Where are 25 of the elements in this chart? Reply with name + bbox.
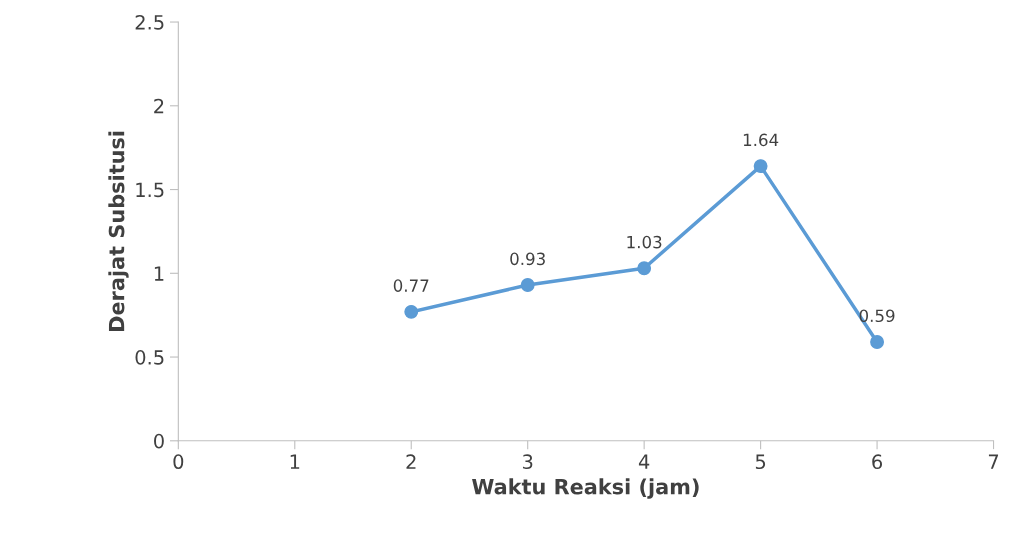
- data-label: 0.77: [393, 279, 429, 292]
- point: [404, 304, 419, 319]
- y-tick-label: 2.5: [135, 15, 164, 30]
- x-tick-label: 2: [406, 454, 416, 469]
- data-label: 1.03: [627, 235, 662, 249]
- x-tick-label: 0: [173, 454, 184, 470]
- y-tick-label: 1.5: [136, 182, 164, 198]
- x-tick-label: 3: [522, 454, 533, 470]
- x-tick-label: 6: [872, 454, 883, 470]
- data-label: 0.93: [510, 252, 545, 266]
- y-tick-label: 1: [154, 266, 164, 281]
- y-tick-label: 0: [154, 433, 164, 449]
- point: [870, 335, 885, 349]
- x-axis-title: Waktu Reaksi (jam): [472, 478, 699, 499]
- y-axis-title: Derajat Subsitusi: [108, 131, 129, 331]
- x-tick-label: 4: [638, 454, 650, 469]
- y-tick-label: 2: [154, 98, 164, 114]
- y-tick-label: 0.5: [135, 350, 164, 365]
- point: [753, 159, 768, 174]
- x-tick-label: 7: [988, 454, 999, 469]
- point: [520, 278, 535, 292]
- x-tick-label: 5: [755, 454, 766, 470]
- x-tick-label: 1: [290, 454, 300, 469]
- point: [637, 261, 652, 276]
- data-label: 1.64: [743, 133, 779, 147]
